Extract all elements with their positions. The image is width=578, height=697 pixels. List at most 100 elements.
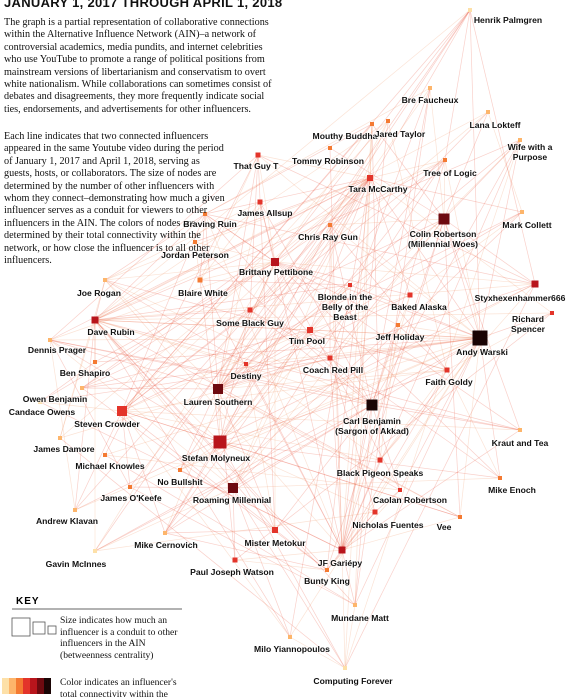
edge <box>257 154 481 339</box>
node <box>327 355 333 361</box>
node <box>518 138 522 142</box>
edge <box>199 213 206 281</box>
edge <box>199 154 259 281</box>
edge <box>121 410 131 488</box>
key-color-swatch <box>44 678 51 694</box>
node-label: Steven Crowder <box>74 419 140 429</box>
node <box>272 527 278 533</box>
edge <box>341 459 381 551</box>
edge <box>217 139 521 390</box>
edge <box>217 388 401 491</box>
key-color-swatch <box>16 678 23 694</box>
edge <box>217 284 351 390</box>
edge <box>199 279 221 443</box>
edge <box>444 9 471 161</box>
node-label: Some Black Guy <box>216 318 284 328</box>
edge <box>164 532 328 571</box>
edge <box>121 410 291 638</box>
edge <box>219 159 446 443</box>
node <box>271 258 279 266</box>
edge <box>341 218 445 551</box>
edge <box>94 319 328 571</box>
edge <box>199 201 261 281</box>
edge <box>179 283 536 471</box>
edge <box>94 139 521 321</box>
edge <box>219 369 448 443</box>
node <box>91 316 99 324</box>
edge <box>245 337 481 365</box>
node <box>117 406 127 416</box>
node <box>518 428 522 432</box>
edge <box>94 337 481 363</box>
node <box>103 453 107 457</box>
node-label: Nicholas Fuentes <box>352 520 424 530</box>
node <box>531 280 539 288</box>
edge <box>104 154 259 456</box>
edge <box>443 218 461 518</box>
edge <box>94 487 234 552</box>
edge <box>49 154 259 341</box>
node <box>80 386 84 390</box>
edge <box>94 319 276 531</box>
edge <box>259 201 373 406</box>
edge <box>74 177 371 511</box>
edge <box>179 441 221 471</box>
edge <box>94 159 446 321</box>
edge <box>94 9 471 552</box>
node-label: Kraut and Tea <box>491 438 549 448</box>
edge <box>104 261 276 281</box>
node <box>48 338 52 342</box>
edge <box>274 261 399 326</box>
node <box>128 485 132 489</box>
edge <box>443 218 521 431</box>
key-color-swatch <box>9 678 16 694</box>
edge <box>94 319 521 431</box>
node <box>103 278 107 282</box>
edge <box>179 177 371 471</box>
node <box>343 666 347 670</box>
node <box>472 330 488 346</box>
node-label: Tim Pool <box>288 336 326 346</box>
edge <box>274 261 401 491</box>
node-label: Paul Joseph Watson <box>190 567 274 577</box>
edge <box>94 284 351 321</box>
node <box>178 468 182 472</box>
edge <box>49 339 221 443</box>
edge <box>204 213 536 285</box>
edge <box>344 604 356 669</box>
edge <box>329 357 501 479</box>
edge <box>245 363 381 461</box>
edge <box>49 339 76 511</box>
edge <box>121 410 521 431</box>
key-title: KEY <box>16 596 40 607</box>
edge <box>379 369 448 461</box>
node-label: Vee <box>436 522 452 532</box>
edge <box>399 337 481 491</box>
edge <box>217 177 371 390</box>
edge <box>104 213 206 281</box>
edge <box>354 337 481 606</box>
edge <box>121 213 206 412</box>
edge <box>217 329 311 390</box>
node <box>386 119 390 123</box>
edge <box>217 369 448 390</box>
edge <box>249 309 373 406</box>
edge <box>289 636 346 669</box>
edge <box>429 87 445 220</box>
edge <box>121 410 461 518</box>
edge <box>341 511 376 551</box>
edge <box>232 120 389 489</box>
edge <box>94 261 276 552</box>
edge <box>379 283 536 461</box>
node <box>197 277 203 283</box>
edge <box>49 261 276 341</box>
edge <box>371 324 399 406</box>
edge <box>199 279 351 286</box>
node-label: Mundane Matt <box>331 613 389 623</box>
edge <box>329 147 343 551</box>
edge <box>129 177 371 488</box>
edge <box>164 329 311 534</box>
edge <box>217 283 536 390</box>
edge <box>204 87 431 215</box>
